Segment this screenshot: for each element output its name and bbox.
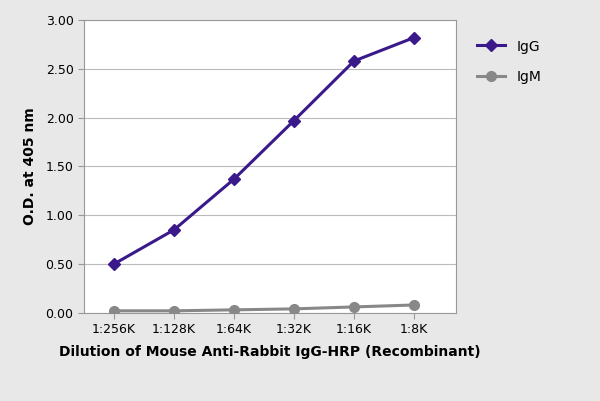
IgM (110, 308, 118, 313)
Line: IgM: IgM (109, 300, 419, 316)
IgG (110, 261, 118, 266)
Y-axis label: O.D. at 405 nm: O.D. at 405 nm (23, 107, 37, 225)
IgM (290, 306, 298, 311)
IgG (290, 118, 298, 123)
IgM (350, 304, 358, 309)
Legend: IgG, IgM: IgG, IgM (470, 33, 548, 91)
Line: IgG: IgG (110, 33, 418, 268)
X-axis label: Dilution of Mouse Anti-Rabbit IgG-HRP (Recombinant): Dilution of Mouse Anti-Rabbit IgG-HRP (R… (59, 344, 481, 358)
IgG (410, 35, 418, 40)
IgM (410, 303, 418, 308)
IgM (230, 308, 238, 312)
IgG (170, 227, 178, 232)
IgG (350, 59, 358, 63)
IgM (170, 308, 178, 313)
IgG (230, 177, 238, 182)
